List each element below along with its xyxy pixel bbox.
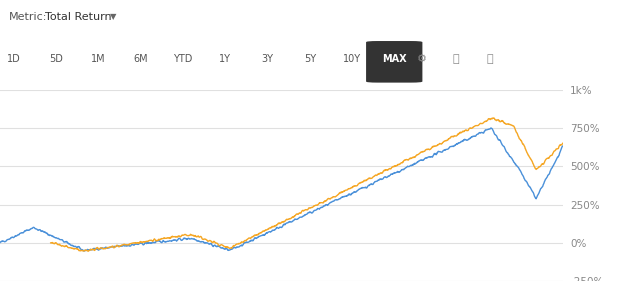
Text: YTD: YTD xyxy=(173,54,193,64)
Text: (8824 days): (8824 days) xyxy=(175,243,228,252)
Text: 3Y: 3Y xyxy=(262,54,273,64)
FancyBboxPatch shape xyxy=(366,41,422,83)
Text: 📊: 📊 xyxy=(453,54,460,64)
Text: 651.87%: 651.87% xyxy=(79,119,133,129)
Text: 5D: 5D xyxy=(49,54,63,64)
Text: ●: ● xyxy=(12,117,24,131)
Text: ⚙: ⚙ xyxy=(417,54,428,64)
Text: Metric:: Metric: xyxy=(8,12,47,22)
Text: 10Y: 10Y xyxy=(343,54,361,64)
Text: MAX: MAX xyxy=(382,54,406,64)
Text: Total Return: Total Return xyxy=(12,164,65,173)
Text: Total Return: Total Return xyxy=(45,12,112,22)
Text: 5Y: 5Y xyxy=(304,54,316,64)
Text: since 04/05/1999: since 04/05/1999 xyxy=(175,203,253,212)
Text: 📅: 📅 xyxy=(486,54,493,64)
Text: since 03/19/2001: since 03/19/2001 xyxy=(12,203,90,212)
Text: QQQ: QQQ xyxy=(195,119,223,129)
Text: (8110 days): (8110 days) xyxy=(12,243,65,252)
Text: 1M: 1M xyxy=(92,54,106,64)
Text: 1D: 1D xyxy=(7,54,21,64)
Text: 6M: 6M xyxy=(134,54,148,64)
Text: 626.67%: 626.67% xyxy=(242,119,297,129)
Text: IGM: IGM xyxy=(31,119,55,129)
Text: 1Y: 1Y xyxy=(220,54,231,64)
Text: ●: ● xyxy=(175,117,187,131)
Text: ▼: ▼ xyxy=(110,12,116,21)
Text: Total Return: Total Return xyxy=(175,164,229,173)
